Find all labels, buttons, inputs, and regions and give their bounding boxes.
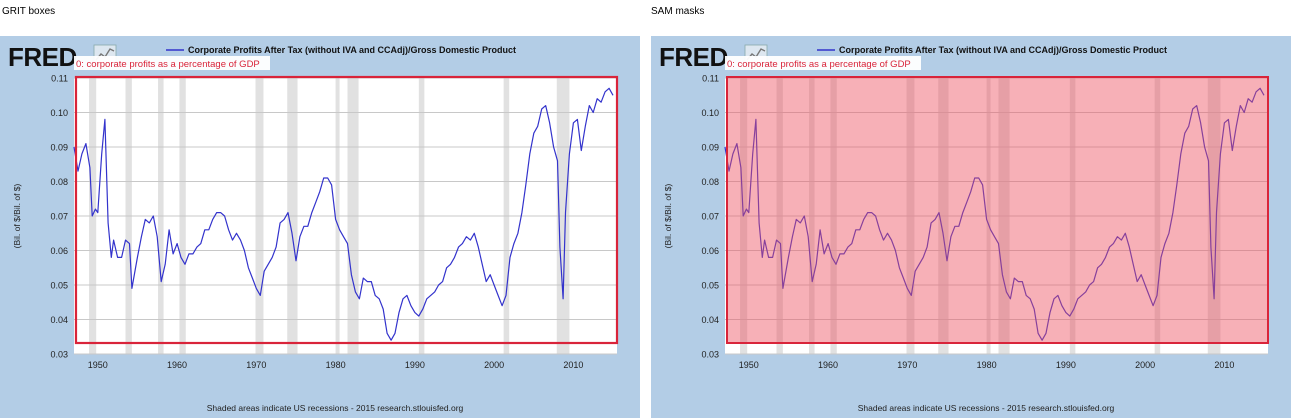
mask-outline (726, 76, 1269, 344)
data-series-line (724, 87, 1265, 341)
fred-chart-svg: FRED Corporate Profits After Tax (without… (651, 36, 1291, 418)
x-tick-label: 1960 (818, 360, 838, 370)
y-tick-label: 0.07 (50, 212, 68, 222)
segmentation-mask (727, 77, 1268, 343)
x-tick-label: 1950 (739, 360, 759, 370)
y-tick-label: 0.03 (50, 350, 68, 360)
x-tick-label: 1970 (246, 360, 266, 370)
y-tick-label: 0.11 (702, 74, 719, 84)
chart-footer: Shaded areas indicate US recessions - 20… (858, 403, 1115, 413)
y-tick-label: 0.09 (50, 143, 68, 153)
y-tick-label: 0.10 (50, 108, 68, 118)
y-tick-label: 0.11 (51, 74, 68, 84)
x-tick-label: 1990 (405, 360, 425, 370)
y-axis-label: (Bil. of $/Bil. of $) (12, 183, 22, 248)
y-tick-label: 0.08 (50, 177, 68, 187)
panel-title-left: GRIT boxes (2, 6, 56, 17)
panel-title-right: SAM masks (651, 6, 705, 17)
legend-label: Corporate Profits After Tax (without IVA… (839, 45, 1167, 55)
y-tick-label: 0.06 (701, 246, 719, 256)
x-tick-label: 1960 (167, 360, 187, 370)
x-tick-label: 1980 (977, 360, 997, 370)
y-tick-label: 0.09 (701, 143, 719, 153)
x-tick-label: 1990 (1056, 360, 1076, 370)
chart-panel-sam: FRED Corporate Profits After Tax (without… (651, 36, 1291, 418)
x-tick-label: 2010 (563, 360, 583, 370)
annotation-label-bg (725, 56, 921, 70)
y-tick-label: 0.10 (701, 108, 719, 118)
x-tick-label: 2000 (484, 360, 504, 370)
y-tick-label: 0.04 (50, 315, 68, 325)
y-tick-label: 0.03 (701, 350, 719, 360)
bounding-box (74, 75, 619, 345)
x-tick-label: 1970 (897, 360, 917, 370)
y-axis-label: (Bil. of $/Bil. of $) (663, 183, 673, 248)
y-tick-label: 0.05 (50, 281, 68, 291)
fred-logo: FRED (8, 42, 77, 72)
data-series-line (73, 87, 614, 341)
y-tick-label: 0.08 (701, 177, 719, 187)
x-tick-label: 1980 (326, 360, 346, 370)
fred-chart-svg: FRED Corporate Profits After Tax (without… (0, 36, 640, 418)
legend-label: Corporate Profits After Tax (without IVA… (188, 45, 516, 55)
y-tick-label: 0.06 (50, 246, 68, 256)
x-tick-label: 2010 (1214, 360, 1234, 370)
annotation-label-bg (74, 56, 270, 70)
fred-logo: FRED (659, 42, 728, 72)
chart-footer: Shaded areas indicate US recessions - 20… (207, 403, 464, 413)
x-tick-label: 2000 (1135, 360, 1155, 370)
chart-panel-grit: FRED Corporate Profits After Tax (without… (0, 36, 640, 418)
y-tick-label: 0.04 (701, 315, 719, 325)
annotation-label: 0: corporate profits as a percentage of … (727, 59, 911, 70)
y-tick-label: 0.07 (701, 212, 719, 222)
x-tick-label: 1950 (88, 360, 108, 370)
annotation-label: 0: corporate profits as a percentage of … (76, 59, 260, 70)
y-tick-label: 0.05 (701, 281, 719, 291)
